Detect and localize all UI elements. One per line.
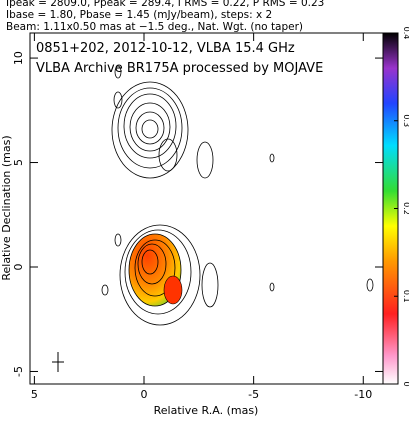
y-tick-label: 5 xyxy=(12,159,25,166)
colorbar-tick-label: 0.1 xyxy=(402,290,409,303)
x-axis-label: Relative R.A. (mas) xyxy=(154,404,259,417)
colorbar-tick-label: 0.4 xyxy=(402,27,409,40)
contours xyxy=(52,65,374,372)
header-line: Beam: 1.11x0.50 mas at −1.5 deg., Nat. W… xyxy=(6,21,303,33)
y-tick-label: -5 xyxy=(12,366,25,377)
x-tick-label: 5 xyxy=(31,388,38,401)
header-line: Ibase = 1.80, Pbase = 1.45 (mJy/beam), s… xyxy=(6,9,272,21)
annotation: VLBA Archive BR175A processed by MOJAVE xyxy=(36,61,323,76)
x-tick-label: -5 xyxy=(248,388,259,401)
x-tick-label: -10 xyxy=(354,388,372,401)
annotation: 0851+202, 2012-10-12, VLBA 15.4 GHz xyxy=(36,41,295,56)
colorbar-tick-label: 0 xyxy=(402,381,409,386)
y-tick-label: 0 xyxy=(12,264,25,271)
colorbar-tick-label: 0.3 xyxy=(402,114,409,127)
x-tick-label: 0 xyxy=(141,388,148,401)
colorbar-tick-label: 0.2 xyxy=(402,202,409,215)
y-axis-label: Relative Declination (mas) xyxy=(0,135,13,280)
plot-frame xyxy=(29,32,384,385)
y-tick-label: 10 xyxy=(12,51,25,65)
header-line: Ipeak = 2809.0, Ppeak = 289.4, I RMS = 0… xyxy=(6,0,324,9)
